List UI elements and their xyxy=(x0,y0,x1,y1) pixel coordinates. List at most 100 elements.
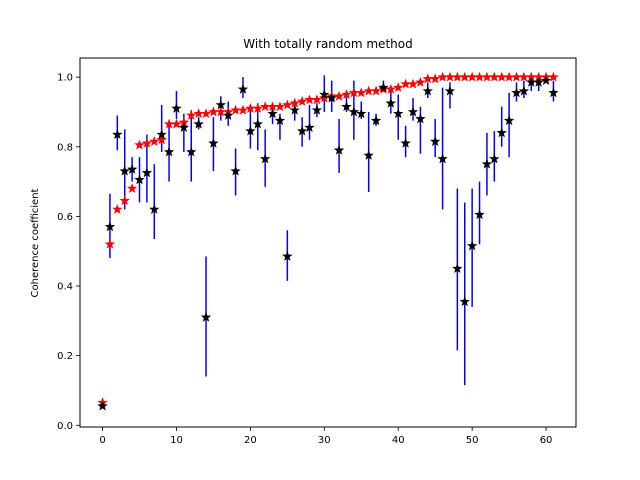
y-tick-label-1.0: 1.0 xyxy=(57,73,73,84)
red-point-33 xyxy=(341,89,352,99)
black-point-33 xyxy=(341,101,352,112)
black-point-7 xyxy=(149,203,160,214)
black-point-36 xyxy=(363,150,374,160)
plot-area xyxy=(80,58,576,427)
black-point-49 xyxy=(459,296,470,307)
red-point-40 xyxy=(393,82,404,93)
black-point-25 xyxy=(282,250,293,261)
y-tick-label-0.8: 0.8 xyxy=(57,142,73,153)
black-point-6 xyxy=(141,167,153,178)
red-point-42 xyxy=(407,78,419,89)
black-point-56 xyxy=(511,87,522,98)
black-point-31 xyxy=(326,92,337,103)
black-point-54 xyxy=(496,127,507,138)
black-point-1 xyxy=(104,221,116,232)
red-point-6 xyxy=(141,137,153,148)
black-point-5 xyxy=(134,174,145,185)
black-series-layer xyxy=(97,75,559,411)
black-point-15 xyxy=(208,137,219,148)
red-series-layer xyxy=(97,71,559,408)
chart-title: With totally random method xyxy=(243,37,412,51)
y-tick-label-0.6: 0.6 xyxy=(57,212,73,223)
black-point-17 xyxy=(223,109,234,120)
red-point-7 xyxy=(149,136,160,146)
black-point-50 xyxy=(466,240,478,251)
black-point-34 xyxy=(348,106,360,117)
red-point-2 xyxy=(112,203,123,214)
black-point-60 xyxy=(540,75,552,86)
red-point-43 xyxy=(415,76,426,87)
red-point-8 xyxy=(156,134,167,145)
black-point-28 xyxy=(304,122,315,133)
black-point-57 xyxy=(518,85,530,96)
red-point-29 xyxy=(311,94,323,105)
black-point-45 xyxy=(429,136,441,146)
black-point-43 xyxy=(415,113,426,124)
black-point-3 xyxy=(119,165,130,176)
red-point-35 xyxy=(356,87,367,98)
black-point-8 xyxy=(156,129,167,140)
x-tick-label-50: 50 xyxy=(466,435,479,446)
black-point-55 xyxy=(503,115,515,126)
black-point-52 xyxy=(481,158,493,169)
red-point-14 xyxy=(200,108,212,119)
red-point-25 xyxy=(282,99,293,110)
red-point-3 xyxy=(119,195,130,206)
black-point-10 xyxy=(171,103,182,113)
x-tick-label-30: 30 xyxy=(318,435,331,446)
black-point-32 xyxy=(333,144,345,155)
x-tick-label-10: 10 xyxy=(170,435,183,446)
red-point-61 xyxy=(548,71,559,82)
black-point-23 xyxy=(267,108,278,119)
y-tick-label-0.2: 0.2 xyxy=(57,351,73,362)
x-tick-label-20: 20 xyxy=(244,435,257,446)
black-point-51 xyxy=(474,209,485,220)
black-point-39 xyxy=(385,97,397,108)
black-point-26 xyxy=(289,104,300,115)
black-point-16 xyxy=(215,99,227,110)
red-point-1 xyxy=(104,238,116,249)
red-point-10 xyxy=(171,118,182,129)
black-point-24 xyxy=(274,115,286,126)
black-point-21 xyxy=(252,118,263,129)
black-point-18 xyxy=(230,165,241,176)
red-point-45 xyxy=(429,73,441,84)
red-point-32 xyxy=(333,90,345,101)
black-point-61 xyxy=(548,87,559,98)
black-point-37 xyxy=(370,115,382,126)
red-point-21 xyxy=(252,103,263,113)
y-tick-label-0.4: 0.4 xyxy=(57,282,73,293)
y-axis-label: Coherence coefficient xyxy=(30,188,41,297)
red-point-37 xyxy=(370,85,382,96)
red-point-4 xyxy=(126,183,138,193)
red-point-27 xyxy=(296,96,308,106)
black-point-11 xyxy=(178,122,190,133)
black-point-48 xyxy=(452,263,463,274)
black-point-46 xyxy=(437,153,448,164)
black-point-19 xyxy=(237,83,249,94)
black-point-9 xyxy=(163,146,175,157)
x-tick-label-0: 0 xyxy=(99,435,105,446)
black-point-35 xyxy=(356,108,367,119)
axes-frame xyxy=(79,57,577,428)
red-point-39 xyxy=(385,83,397,94)
y-tick-label-0.0: 0.0 xyxy=(57,421,73,432)
black-point-38 xyxy=(378,82,389,93)
black-point-41 xyxy=(400,137,411,148)
red-point-19 xyxy=(237,104,249,115)
black-point-53 xyxy=(489,153,500,164)
black-point-40 xyxy=(393,108,404,119)
black-point-29 xyxy=(311,104,323,115)
y-axis: 0.0 0.2 0.4 0.6 0.8 1.0 xyxy=(57,73,80,432)
black-point-13 xyxy=(193,118,204,129)
red-point-5 xyxy=(134,139,145,150)
black-point-0 xyxy=(97,400,108,411)
black-point-59 xyxy=(533,76,544,87)
x-tick-label-60: 60 xyxy=(540,435,553,446)
red-point-12 xyxy=(186,109,197,120)
black-point-44 xyxy=(422,85,433,96)
black-point-12 xyxy=(186,146,197,157)
black-point-14 xyxy=(200,311,212,322)
black-point-22 xyxy=(259,153,271,164)
